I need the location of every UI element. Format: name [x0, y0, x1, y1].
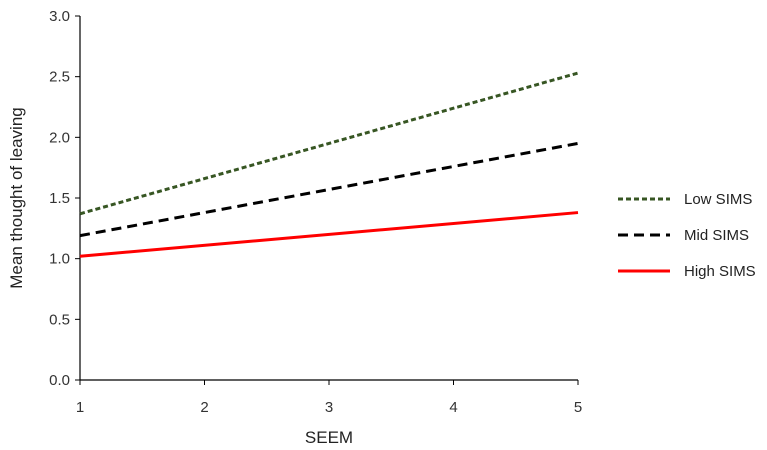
y-tick-labels: 0.0 0.5 1.0 1.5 2.0 2.5 3.0	[49, 8, 80, 389]
x-tick-label: 1	[76, 399, 84, 416]
legend-label: High SIMS	[684, 263, 756, 280]
x-tick-labels: 1 2 3 4 5	[76, 380, 582, 416]
legend-label: Low SIMS	[684, 191, 752, 208]
x-axis-title: SEEM	[305, 428, 353, 447]
x-tick-label: 3	[325, 399, 333, 416]
y-tick-label: 1.0	[49, 251, 70, 268]
x-tick-label: 4	[449, 399, 457, 416]
y-tick-label: 2.5	[49, 69, 70, 86]
y-axis-title: Mean thought of leaving	[7, 107, 26, 288]
series-line-low-sims	[79, 71, 579, 216]
y-tick-label: 0.0	[49, 372, 70, 389]
y-tick-label: 1.5	[49, 190, 70, 207]
series-line-mid-sims	[79, 141, 579, 238]
plot-area	[79, 16, 579, 381]
series-line-high-sims	[79, 211, 579, 258]
x-tick-label: 5	[574, 399, 582, 416]
x-tick-label: 2	[200, 399, 208, 416]
legend-label: Mid SIMS	[684, 227, 749, 244]
y-tick-label: 0.5	[49, 311, 70, 328]
y-tick-label: 3.0	[49, 8, 70, 25]
y-tick-label: 2.0	[49, 129, 70, 146]
legend: Low SIMS Mid SIMS High SIMS	[618, 191, 756, 280]
